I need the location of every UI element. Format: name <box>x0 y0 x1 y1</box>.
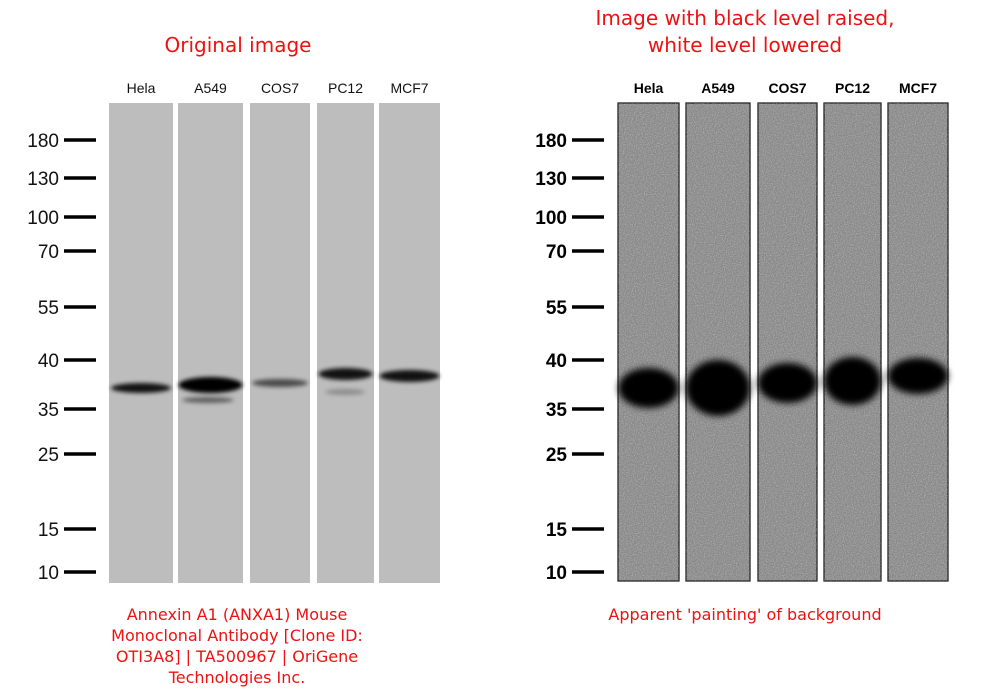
lane-label: MCF7 <box>390 80 428 96</box>
marker-label: 130 <box>27 169 59 190</box>
marker-label: 55 <box>38 298 59 319</box>
band <box>686 360 750 416</box>
left-caption: Technologies Inc. <box>168 668 306 687</box>
marker-label: 25 <box>38 445 59 466</box>
band <box>178 377 243 393</box>
lane-label: PC12 <box>835 80 870 96</box>
marker-label: 100 <box>535 208 567 229</box>
lane-noise <box>686 103 750 581</box>
marker-label: 15 <box>38 520 59 541</box>
faint-band <box>182 397 234 403</box>
left-caption: OTI3A8] | TA500967 | OriGene <box>116 647 358 666</box>
marker-label: 180 <box>27 131 59 152</box>
band <box>252 379 308 387</box>
marker-label: 70 <box>38 242 59 263</box>
right-title: white level lowered <box>648 33 842 57</box>
marker-label: 35 <box>546 400 568 421</box>
lane-noise <box>758 103 817 581</box>
right-caption: Apparent 'painting' of background <box>608 605 881 624</box>
marker-label: 180 <box>535 131 567 152</box>
lane-label: Hela <box>127 80 156 96</box>
marker-label: 25 <box>546 445 568 466</box>
band <box>379 370 440 382</box>
marker-label: 40 <box>546 351 567 372</box>
band <box>758 363 817 403</box>
lane-background <box>250 103 310 583</box>
marker-label: 35 <box>38 400 59 421</box>
lane-noise <box>824 103 881 581</box>
marker-label: 130 <box>535 169 567 190</box>
lane-background <box>178 103 243 583</box>
left-title: Original image <box>165 33 312 57</box>
lane-label: MCF7 <box>899 80 937 96</box>
marker-label: 10 <box>546 563 567 584</box>
band <box>111 383 171 393</box>
faint-band <box>325 389 365 395</box>
lane-label: COS7 <box>768 80 806 96</box>
band <box>318 368 373 380</box>
marker-label: 70 <box>546 242 567 263</box>
marker-label: 55 <box>546 298 568 319</box>
lane-noise <box>618 103 679 581</box>
lane-background <box>109 103 173 583</box>
band <box>888 358 948 394</box>
lane-label: Hela <box>634 80 664 96</box>
lane-label: A549 <box>194 80 227 96</box>
lane-background <box>317 103 374 583</box>
left-caption: Annexin A1 (ANXA1) Mouse <box>127 605 348 624</box>
marker-label: 100 <box>27 208 59 229</box>
right-title: Image with black level raised, <box>596 6 895 30</box>
marker-label: 40 <box>38 351 59 372</box>
band <box>618 368 679 408</box>
band <box>824 357 881 405</box>
lane-label: A549 <box>701 80 735 96</box>
lane-background <box>379 103 440 583</box>
marker-label: 10 <box>38 563 59 584</box>
lane-noise <box>888 103 948 581</box>
left-caption: Monoclonal Antibody [Clone ID: <box>111 626 363 645</box>
marker-label: 15 <box>546 520 568 541</box>
lane-label: PC12 <box>328 80 363 96</box>
lane-label: COS7 <box>261 80 299 96</box>
